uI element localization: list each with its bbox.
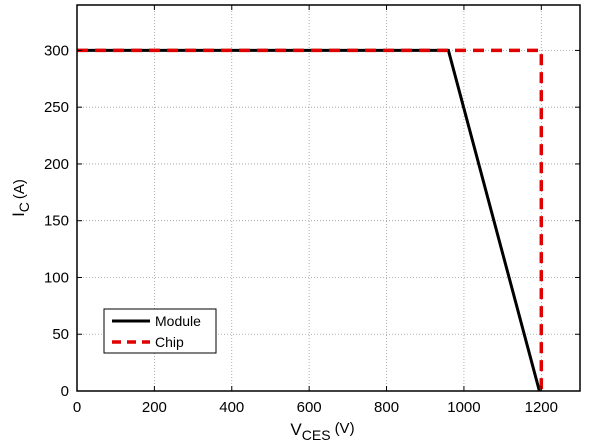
ticks: 0 200 400 600 800 1000 1200 0 50 100 150 200 250 300 bbox=[44, 5, 580, 416]
y-axis-title: IC (A) bbox=[9, 179, 32, 217]
plot-frame bbox=[76, 4, 581, 392]
y-tick-label: 250 bbox=[44, 99, 69, 116]
legend-label-module: Module bbox=[155, 313, 201, 329]
x-tick-label: 800 bbox=[374, 399, 399, 416]
x-tick-label: 1200 bbox=[525, 399, 558, 416]
x-tick-label: 0 bbox=[73, 399, 81, 416]
x-tick-label: 1000 bbox=[447, 399, 480, 416]
x-axis-title-sub: CES bbox=[302, 427, 331, 443]
y-tick-label: 100 bbox=[44, 269, 69, 286]
y-tick-label: 150 bbox=[44, 213, 69, 230]
legend: Module Chip bbox=[103, 308, 217, 354]
y-tick-label: 300 bbox=[44, 42, 69, 59]
series-line-module bbox=[77, 48, 541, 392]
series-group bbox=[77, 48, 544, 392]
series-line-chip bbox=[77, 48, 544, 391]
y-tick-label: 50 bbox=[52, 326, 69, 343]
y-axis-title-unit: (A) bbox=[11, 179, 28, 199]
legend-box bbox=[103, 308, 217, 354]
y-axis-title-main: I bbox=[9, 212, 28, 217]
x-axis-title-main: V bbox=[290, 420, 302, 439]
x-axis-title: VCES (V) bbox=[290, 420, 354, 443]
x-axis-title-unit: (V) bbox=[335, 420, 355, 437]
legend-label-chip: Chip bbox=[155, 334, 184, 350]
y-tick-label: 0 bbox=[61, 383, 69, 400]
y-tick-label: 200 bbox=[44, 156, 69, 173]
y-axis-title-sub: C bbox=[16, 202, 32, 212]
x-tick-label: 200 bbox=[142, 399, 167, 416]
x-tick-label: 600 bbox=[297, 399, 322, 416]
x-tick-label: 400 bbox=[219, 399, 244, 416]
